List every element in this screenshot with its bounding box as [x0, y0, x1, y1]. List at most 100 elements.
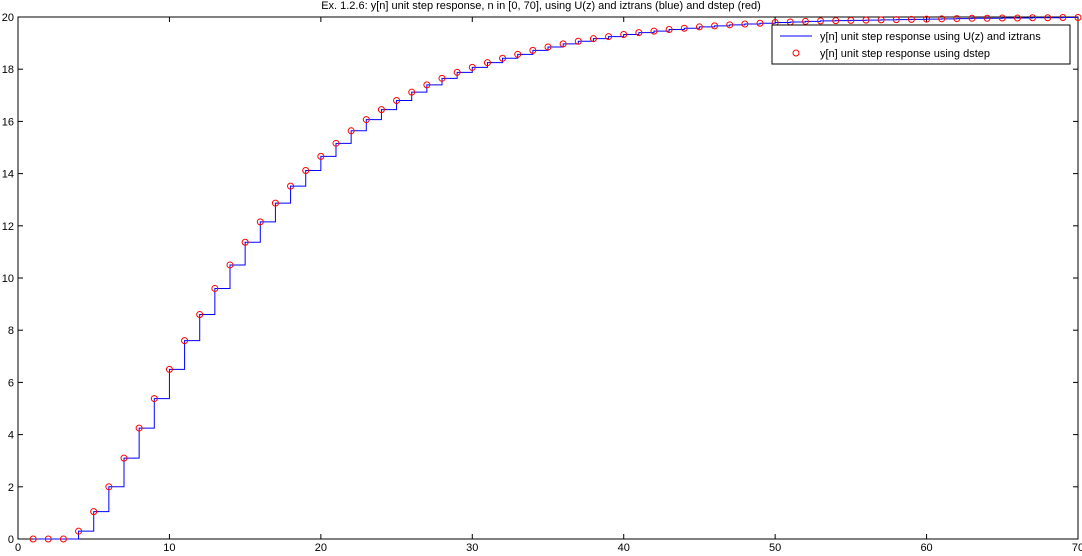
- x-tick-label: 0: [15, 542, 21, 554]
- data-point-dstep: [559, 40, 567, 48]
- data-point-dstep: [226, 261, 234, 269]
- data-point-dstep: [544, 43, 552, 51]
- data-point-dstep: [150, 395, 158, 403]
- series-line-iztrans: [33, 17, 1078, 540]
- data-point-dstep: [408, 88, 416, 96]
- data-point-dstep: [650, 27, 658, 35]
- data-point-dstep: [589, 35, 597, 43]
- data-point-dstep: [605, 33, 613, 41]
- data-point-dstep: [983, 14, 991, 22]
- y-tick-label: 16: [2, 116, 14, 128]
- data-point-dstep: [620, 30, 628, 38]
- data-point-dstep: [726, 21, 734, 29]
- data-point-dstep: [499, 54, 507, 62]
- data-point-dstep: [741, 20, 749, 28]
- y-tick-label: 4: [8, 430, 14, 442]
- data-point-dstep: [196, 311, 204, 319]
- chart-title: Ex. 1.2.6: y[n] unit step response, n in…: [321, 0, 761, 12]
- x-tick-label: 50: [769, 542, 781, 554]
- x-tick-label: 60: [920, 542, 932, 554]
- plot-area: [17, 16, 1079, 540]
- data-point-dstep: [362, 116, 370, 124]
- plot-frame: [17, 16, 1079, 540]
- data-point-dstep: [120, 454, 128, 462]
- data-point-dstep: [44, 535, 52, 543]
- data-point-dstep: [953, 15, 961, 23]
- data-point-dstep: [256, 218, 264, 226]
- y-tick-label: 2: [8, 482, 14, 494]
- data-point-dstep: [711, 22, 719, 30]
- y-tick-label: 6: [8, 377, 14, 389]
- data-point-dstep: [1029, 14, 1037, 22]
- data-point-dstep: [453, 68, 461, 76]
- data-point-dstep: [317, 152, 325, 160]
- data-point-dstep: [756, 19, 764, 27]
- data-point-dstep: [29, 535, 37, 543]
- data-point-dstep: [907, 15, 915, 23]
- y-axis: 0 2 4 6 8 10 12 14 16 18 20: [2, 12, 1078, 546]
- legend-entry-dstep: y[n] unit step response using dstep: [820, 48, 990, 60]
- y-tick-label: 10: [2, 273, 14, 285]
- y-tick-label: 18: [2, 64, 14, 76]
- data-point-dstep: [332, 139, 340, 147]
- data-point-dstep: [211, 284, 219, 292]
- data-point-dstep: [59, 535, 67, 543]
- x-tick-label: 40: [618, 542, 630, 554]
- legend-box: [771, 24, 1071, 65]
- data-point-dstep: [271, 199, 279, 207]
- y-tick-label: 20: [2, 12, 14, 24]
- x-tick-label: 70: [1072, 542, 1082, 554]
- data-point-dstep: [1044, 14, 1052, 22]
- data-point-dstep: [862, 16, 870, 24]
- data-point-dstep: [483, 59, 491, 67]
- y-tick-label: 8: [8, 325, 14, 337]
- data-point-dstep: [1059, 14, 1067, 22]
- x-tick-label: 30: [466, 542, 478, 554]
- data-point-dstep: [514, 50, 522, 58]
- data-point-dstep: [680, 24, 688, 32]
- y-tick-label: 12: [2, 221, 14, 233]
- data-point-dstep: [968, 14, 976, 22]
- data-point-dstep: [1013, 14, 1021, 22]
- data-point-dstep: [923, 15, 931, 23]
- y-tick-label: 0: [8, 534, 14, 546]
- data-point-dstep: [181, 337, 189, 345]
- data-point-dstep: [847, 16, 855, 24]
- legend-entry-iztrans: y[n] unit step response using U(z) and i…: [820, 31, 1041, 43]
- data-point-dstep: [635, 29, 643, 37]
- legend-marker-sample: [792, 49, 800, 57]
- data-point-dstep: [892, 16, 900, 24]
- series-layer: [29, 14, 1082, 543]
- data-point-dstep: [302, 166, 310, 174]
- data-point-dstep: [529, 46, 537, 54]
- data-point-dstep: [90, 508, 98, 516]
- y-tick-label: 14: [2, 169, 14, 181]
- data-point-dstep: [393, 97, 401, 105]
- data-point-dstep: [938, 15, 946, 23]
- legend: y[n] unit step response using U(z) and i…: [771, 24, 1071, 65]
- data-point-dstep: [665, 26, 673, 34]
- data-point-dstep: [574, 37, 582, 45]
- data-point-dstep: [347, 127, 355, 135]
- data-point-dstep: [135, 424, 143, 432]
- data-point-dstep: [105, 483, 113, 491]
- data-point-dstep: [377, 106, 385, 114]
- x-tick-label: 10: [163, 542, 175, 554]
- data-point-dstep: [241, 238, 249, 246]
- data-point-dstep: [165, 365, 173, 373]
- data-point-dstep: [817, 17, 825, 25]
- data-point-dstep: [468, 63, 476, 71]
- data-point-dstep: [423, 81, 431, 89]
- data-point-dstep: [287, 182, 295, 190]
- data-point-dstep: [438, 74, 446, 82]
- data-point-dstep: [877, 16, 885, 24]
- x-axis: 0 10 20 30 40 50 60 70: [15, 17, 1082, 554]
- data-point-dstep: [75, 527, 83, 535]
- data-point-dstep: [998, 14, 1006, 22]
- x-tick-label: 20: [315, 542, 327, 554]
- data-point-dstep: [695, 23, 703, 31]
- data-point-dstep: [801, 17, 809, 25]
- data-point-dstep: [832, 17, 840, 25]
- data-point-dstep: [1074, 14, 1082, 22]
